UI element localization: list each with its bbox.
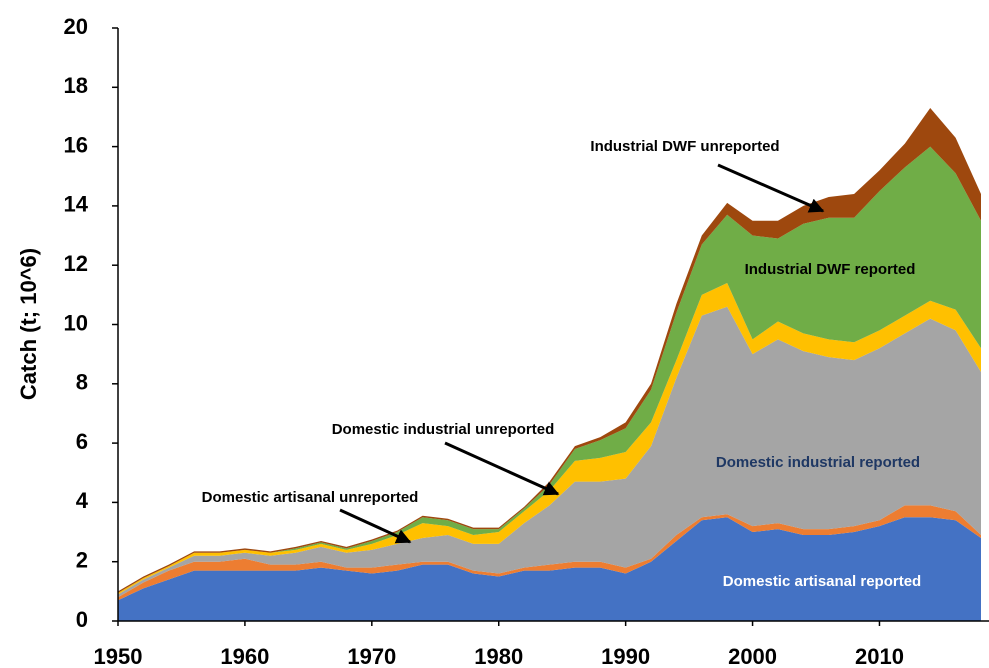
series-label: Domestic artisanal reported (723, 573, 921, 590)
arrow (717, 163, 825, 213)
y-tick-label: 10 (64, 310, 88, 335)
series-label: Industrial DWF reported (745, 261, 916, 278)
y-tick-label: 12 (64, 251, 88, 276)
x-tick-label: 1960 (220, 644, 269, 668)
y-tick-label: 2 (76, 548, 88, 573)
area (118, 517, 981, 621)
y-tick-label: 20 (64, 14, 88, 39)
y-tick-label: 16 (64, 132, 88, 157)
series-label: Domestic industrial reported (716, 454, 920, 471)
y-tick-label: 18 (64, 73, 88, 98)
y-axis-label: Catch (t; 10^6) (16, 248, 41, 400)
axes: 0 2 4 6 8 10 12 14 16 18 20 1950 1960 1970 1980 1990 200… (64, 14, 989, 668)
x-tick-label: 1970 (347, 644, 396, 668)
area (118, 108, 981, 593)
area (118, 505, 981, 601)
y-tick-label: 6 (76, 429, 88, 454)
y-tick-label: 8 (76, 370, 88, 395)
x-tick-label: 1980 (474, 644, 523, 668)
areas (118, 108, 981, 621)
y-tick-label: 0 (76, 607, 88, 632)
series-label: Domestic artisanal unreported (202, 489, 419, 506)
area (118, 146, 981, 593)
y-tick-label: 4 (76, 488, 89, 513)
x-tick-label: 2010 (855, 644, 904, 668)
x-tick-label: 1950 (94, 644, 143, 668)
area (118, 306, 981, 598)
arrow (339, 508, 412, 544)
series-label: Industrial DWF unreported (590, 138, 779, 155)
x-tick-label: 2000 (728, 644, 777, 668)
x-tick-label: 1990 (601, 644, 650, 668)
y-tick-label: 14 (64, 192, 89, 217)
arrow (444, 441, 560, 496)
series-label: Domestic industrial unreported (332, 421, 555, 438)
